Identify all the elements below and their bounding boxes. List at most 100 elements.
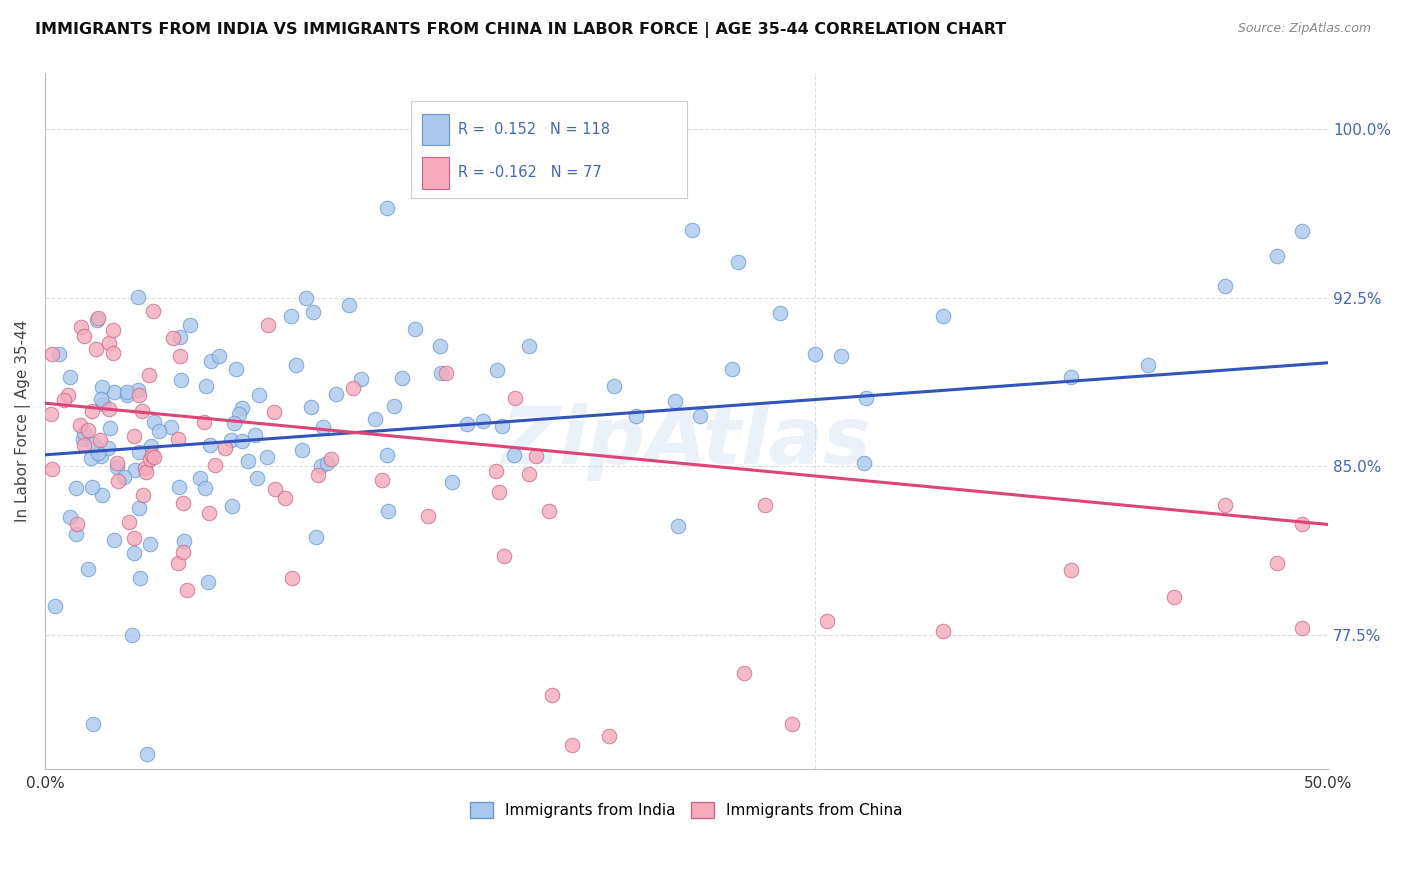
Point xyxy=(491,419,513,434)
Point xyxy=(98,402,121,417)
Point xyxy=(128,387,150,401)
Point xyxy=(141,449,163,463)
Point xyxy=(485,464,508,478)
Point xyxy=(626,409,648,423)
Point xyxy=(1060,369,1083,384)
Point xyxy=(159,419,181,434)
Point xyxy=(1291,621,1313,635)
Point xyxy=(231,434,253,448)
Legend: Immigrants from India, Immigrants from China: Immigrants from India, Immigrants from C… xyxy=(464,797,908,824)
Point xyxy=(80,404,103,418)
Point xyxy=(142,450,165,465)
Point xyxy=(426,167,449,181)
Point xyxy=(86,446,108,460)
Point xyxy=(780,717,803,731)
Point xyxy=(103,384,125,399)
Point xyxy=(256,450,278,464)
Point xyxy=(124,463,146,477)
Point xyxy=(307,467,329,482)
Point xyxy=(172,544,194,558)
Point xyxy=(97,335,120,350)
Point xyxy=(188,471,211,485)
Point xyxy=(139,537,162,551)
Point xyxy=(135,465,157,479)
Point xyxy=(127,384,149,398)
Point xyxy=(162,331,184,345)
Point xyxy=(197,575,219,590)
Point xyxy=(138,368,160,382)
Point xyxy=(299,400,322,414)
Point xyxy=(295,291,318,305)
Point xyxy=(207,349,229,363)
Point xyxy=(768,306,790,320)
Point xyxy=(1265,249,1288,263)
Point xyxy=(65,481,87,495)
Point xyxy=(194,379,217,393)
Point xyxy=(503,448,526,462)
Point xyxy=(852,456,875,470)
Point xyxy=(193,415,215,429)
Point xyxy=(430,366,453,380)
Point xyxy=(404,322,426,336)
Point xyxy=(1060,563,1083,577)
Point xyxy=(172,496,194,510)
Point xyxy=(1215,498,1237,512)
Point xyxy=(1291,516,1313,531)
Point xyxy=(65,527,87,541)
Point xyxy=(274,491,297,505)
Point xyxy=(541,688,564,702)
Point xyxy=(305,530,328,544)
Point xyxy=(103,533,125,548)
Point xyxy=(169,349,191,363)
Point xyxy=(681,223,703,237)
Point xyxy=(142,304,165,318)
Point xyxy=(80,480,103,494)
Point xyxy=(131,404,153,418)
Point xyxy=(817,614,839,628)
Point xyxy=(804,347,827,361)
Point xyxy=(312,419,335,434)
Point xyxy=(337,298,360,312)
Point xyxy=(281,571,304,585)
Point xyxy=(375,448,398,462)
Point xyxy=(73,425,96,440)
Point xyxy=(321,451,343,466)
Point xyxy=(456,417,478,431)
Point xyxy=(128,500,150,515)
Point xyxy=(440,475,463,490)
Point xyxy=(122,531,145,545)
Point xyxy=(517,467,540,482)
Point xyxy=(198,438,221,452)
Point xyxy=(97,442,120,456)
Point xyxy=(200,353,222,368)
Point xyxy=(391,371,413,385)
Point xyxy=(224,416,246,430)
Point xyxy=(98,421,121,435)
Point xyxy=(689,409,711,424)
Point xyxy=(666,519,689,533)
Point xyxy=(122,546,145,560)
Point xyxy=(115,384,138,399)
Point xyxy=(87,311,110,326)
Point xyxy=(603,378,626,392)
Point xyxy=(1215,278,1237,293)
Y-axis label: In Labor Force | Age 35-44: In Labor Force | Age 35-44 xyxy=(15,320,31,523)
Point xyxy=(364,412,387,426)
Point xyxy=(231,401,253,415)
Point xyxy=(167,556,190,570)
Point xyxy=(73,437,96,451)
Point xyxy=(90,379,112,393)
Point xyxy=(492,549,515,564)
Point xyxy=(382,400,405,414)
Point xyxy=(176,582,198,597)
Point xyxy=(107,474,129,488)
Point xyxy=(342,380,364,394)
Point xyxy=(48,347,70,361)
Point xyxy=(90,392,112,406)
Point xyxy=(932,624,955,638)
Point xyxy=(167,432,190,446)
Point xyxy=(103,323,125,337)
Point xyxy=(236,454,259,468)
Point xyxy=(256,318,278,332)
Point xyxy=(39,407,62,421)
